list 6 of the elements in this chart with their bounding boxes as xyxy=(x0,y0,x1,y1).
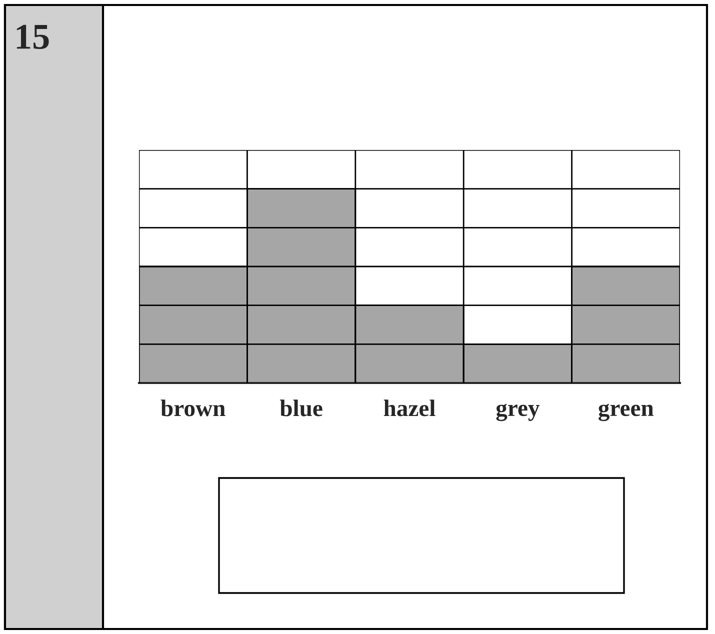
x-tick-label: grey xyxy=(496,404,540,422)
x-tick-label: hazel xyxy=(384,400,436,416)
x-tick-label: brown xyxy=(160,400,226,416)
x-tick-label: blue xyxy=(280,400,322,416)
x-tick-label: green xyxy=(598,404,654,422)
text: 15 xyxy=(16,24,49,50)
